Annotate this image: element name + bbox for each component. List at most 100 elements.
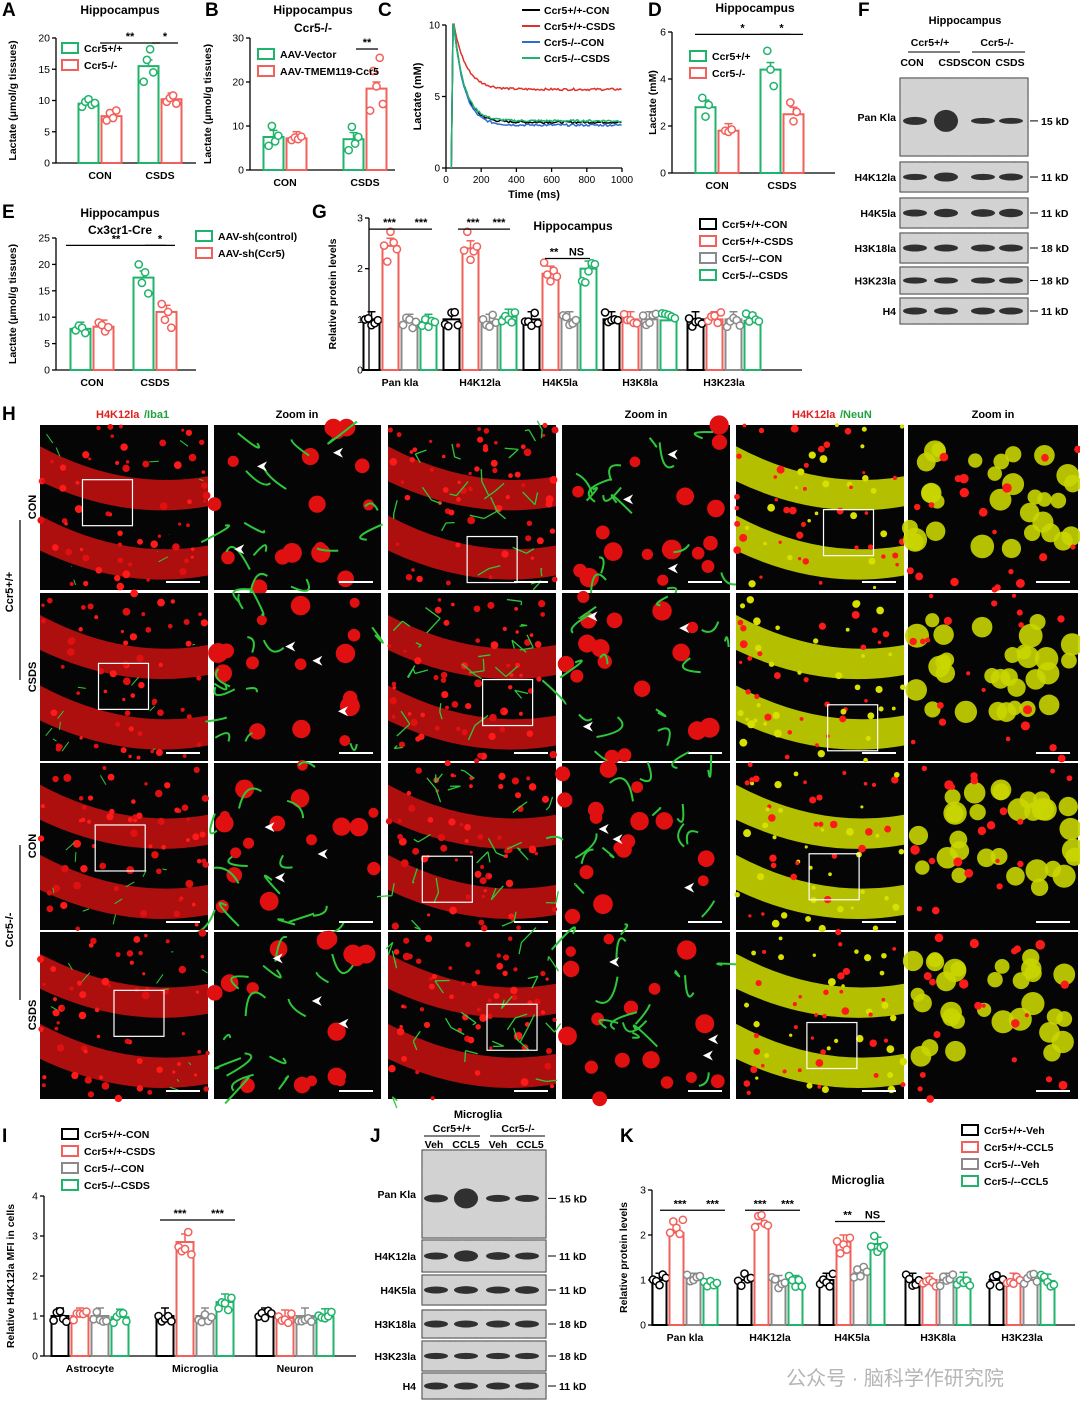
nucleus-dot [136,1057,143,1065]
neuron-soma [910,1045,932,1067]
nucleus-dot [860,889,865,895]
nucleus-dot [884,895,889,901]
subtitle-b: Ccr5-/- [294,21,332,35]
y-tick-label: 25 [38,233,50,245]
nucleus-dot [823,441,831,449]
data-point [223,1305,233,1315]
nucleus-dot [327,1067,346,1086]
nucleus-dot [1008,569,1014,575]
nucleus-dot [630,811,649,831]
neuron-soma [921,482,942,504]
data-point [378,99,388,109]
nucleus-dot [862,471,866,475]
nucleus-dot [487,1013,493,1020]
nucleus-dot [187,499,192,505]
nucleus-dot [778,954,785,961]
nucleus-dot [863,781,868,786]
nucleus-dot [146,578,150,582]
y-tick-label: 15 [38,64,50,76]
y-tick-label: 0 [44,365,50,377]
nucleus-dot [516,925,521,931]
blot-band [903,173,927,181]
nucleus-dot [456,726,461,732]
nucleus-dot [203,499,207,503]
microglia-process [52,738,57,742]
blot-j-title: Microglia [454,1109,503,1121]
nucleus-dot [933,1030,941,1039]
nucleus-dot [61,864,69,873]
data-point [665,1228,675,1238]
nucleus-dot [480,865,485,870]
data-point [134,260,144,269]
nucleus-dot [83,580,89,587]
neuron-soma [1001,538,1022,559]
microglia-process [411,919,422,931]
nucleus-dot [506,663,511,668]
neuron-soma [901,519,918,536]
nucleus-dot [198,439,205,446]
blot-lane-label: CCL5 [516,1139,544,1151]
legend-swatch [961,1141,979,1153]
neuron-soma [971,616,993,638]
blot-band [903,244,927,252]
nucleus-dot [488,732,496,741]
legend-label: Ccr5-/- [712,68,746,80]
nucleus-dot [184,558,190,564]
nucleus-dot [1035,940,1046,950]
data-point [485,322,494,331]
microglia-process [545,796,554,811]
neuron-soma [1058,796,1078,817]
neuron-soma [915,860,930,875]
cell-layer-band [388,615,556,680]
neuron-soma [1044,860,1062,878]
nucleus-dot [157,817,165,826]
neuron-soma [916,452,936,472]
category-label: CSDS [767,180,796,192]
nucleus-dot [533,998,541,1006]
nucleus-dot [136,755,141,760]
category-label: CON [80,377,103,389]
nucleus-dot [294,658,307,671]
nucleus-dot [293,1076,311,1094]
blot-band [934,277,958,284]
data-point [382,257,392,266]
neuron-soma [1021,991,1045,1016]
cell-layer-band [40,615,208,680]
microglia-process [461,663,482,680]
legend-label: Ccr5+/+-CON [84,1129,149,1141]
microglia-process [376,883,395,898]
data-point [459,246,469,255]
nucleus-dot [917,1086,923,1092]
microglia-process [214,1057,242,1070]
nucleus-dot [76,980,83,986]
series-line [450,22,622,169]
blot-size-label: 18 kD [1041,243,1069,255]
microglia-process [522,491,539,506]
nucleus-dot [363,499,375,511]
nucleus-dot [817,445,825,453]
nucleus-dot [753,1033,759,1039]
data-point [365,106,375,115]
title-e: Hippocampus [80,206,160,220]
micrograph-cell [205,588,384,761]
micrograph-cell [562,415,745,596]
nucleus-dot [430,1096,435,1101]
nucleus-dot [943,616,952,626]
nucleus-dot [1039,553,1048,562]
nucleus-dot [147,1089,153,1095]
nucleus-dot [776,465,785,474]
nucleus-dot [477,427,482,431]
nucleus-dot [71,1071,79,1080]
nucleus-dot [851,611,860,619]
nucleus-dot [808,451,816,459]
y-tick-label: 2 [32,1271,38,1283]
nucleus-dot [826,1046,831,1051]
legend-label: Ccr5-/--CON [722,253,782,265]
data-point [571,315,581,325]
data-point [862,1267,872,1277]
blot-size-label: 11 kD [1041,306,1069,318]
data-point [539,258,549,267]
nucleus-dot [136,654,144,663]
nucleus-dot [789,1033,793,1037]
